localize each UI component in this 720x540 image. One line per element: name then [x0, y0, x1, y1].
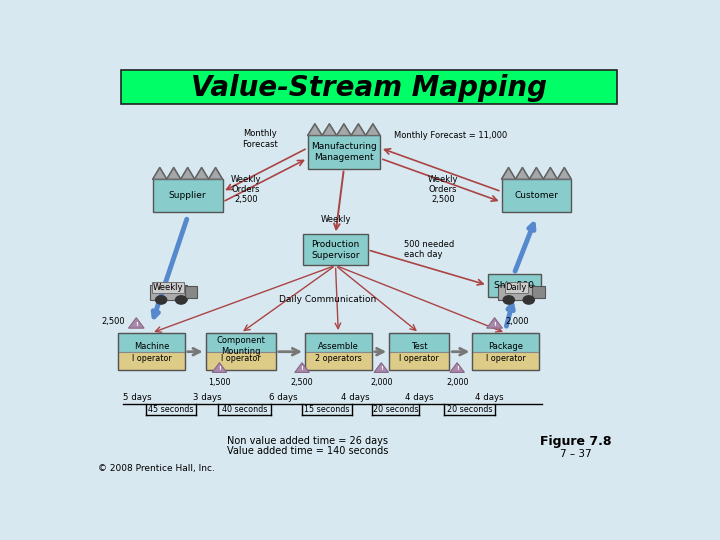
Text: 2,500: 2,500 — [291, 379, 313, 387]
Text: Weekly
Orders
2,500: Weekly Orders 2,500 — [428, 174, 459, 205]
FancyBboxPatch shape — [305, 353, 372, 370]
Text: Daily Communication: Daily Communication — [279, 295, 376, 304]
FancyBboxPatch shape — [118, 333, 185, 353]
Text: !: ! — [456, 366, 459, 371]
Text: Component
Mounting: Component Mounting — [216, 336, 265, 356]
Text: Monthly Forecast = 11,000: Monthly Forecast = 11,000 — [394, 131, 508, 140]
FancyBboxPatch shape — [498, 285, 534, 300]
Text: !: ! — [218, 366, 221, 371]
Text: Ship 500: Ship 500 — [494, 281, 534, 289]
Text: Weekly: Weekly — [153, 283, 184, 292]
Text: 20 seconds: 20 seconds — [373, 405, 418, 414]
Polygon shape — [502, 167, 516, 179]
FancyBboxPatch shape — [153, 179, 222, 212]
Polygon shape — [450, 363, 464, 373]
Text: Value-Stream Mapping: Value-Stream Mapping — [191, 73, 547, 102]
Text: I operator: I operator — [132, 354, 171, 363]
Polygon shape — [544, 167, 557, 179]
Text: Monthly
Forecast: Monthly Forecast — [243, 129, 278, 149]
Text: Supplier: Supplier — [168, 191, 207, 200]
Text: 4 days: 4 days — [341, 393, 370, 402]
Polygon shape — [557, 167, 571, 179]
FancyBboxPatch shape — [389, 353, 449, 370]
FancyBboxPatch shape — [303, 234, 368, 266]
Text: Weekly
Orders
2,500: Weekly Orders 2,500 — [231, 174, 261, 205]
Text: 1,500: 1,500 — [208, 379, 230, 387]
Text: 5 days: 5 days — [124, 393, 152, 402]
Text: I operator: I operator — [221, 354, 261, 363]
Text: I operator: I operator — [486, 354, 526, 363]
FancyBboxPatch shape — [389, 333, 449, 353]
Text: 2,500: 2,500 — [101, 317, 125, 326]
Text: Weekly: Weekly — [320, 215, 351, 224]
Text: 2 operators: 2 operators — [315, 354, 361, 363]
Text: Non value added time = 26 days: Non value added time = 26 days — [227, 436, 388, 446]
Text: !: ! — [493, 322, 496, 327]
FancyBboxPatch shape — [205, 353, 276, 370]
FancyBboxPatch shape — [205, 333, 276, 353]
Text: Production
Supervisor: Production Supervisor — [311, 240, 360, 260]
Text: Customer: Customer — [515, 191, 558, 200]
Text: Daily: Daily — [505, 283, 527, 292]
Text: Machine: Machine — [134, 342, 169, 350]
Text: !: ! — [135, 322, 138, 327]
Text: Assemble: Assemble — [318, 342, 359, 350]
FancyBboxPatch shape — [307, 136, 380, 168]
Text: Figure 7.8: Figure 7.8 — [540, 435, 611, 448]
FancyBboxPatch shape — [150, 285, 186, 300]
FancyBboxPatch shape — [121, 70, 617, 104]
Text: 3 days: 3 days — [193, 393, 222, 402]
Polygon shape — [516, 167, 529, 179]
Circle shape — [523, 296, 534, 304]
Text: !: ! — [301, 366, 303, 371]
Text: I operator: I operator — [400, 354, 439, 363]
Text: 2,000: 2,000 — [446, 379, 469, 387]
Text: 7 – 37: 7 – 37 — [559, 449, 591, 458]
Polygon shape — [153, 167, 167, 179]
Text: 6 days: 6 days — [269, 393, 297, 402]
Text: Package: Package — [488, 342, 523, 350]
Polygon shape — [351, 124, 366, 136]
Polygon shape — [374, 363, 389, 373]
Polygon shape — [487, 318, 503, 328]
Polygon shape — [322, 124, 337, 136]
Text: 20 seconds: 20 seconds — [446, 405, 492, 414]
FancyBboxPatch shape — [502, 179, 571, 212]
Polygon shape — [366, 124, 380, 136]
Polygon shape — [337, 124, 351, 136]
FancyBboxPatch shape — [185, 286, 197, 299]
Circle shape — [176, 296, 186, 304]
FancyBboxPatch shape — [305, 333, 372, 353]
Polygon shape — [529, 167, 544, 179]
Text: Value added time = 140 seconds: Value added time = 140 seconds — [227, 447, 388, 456]
FancyBboxPatch shape — [532, 286, 544, 299]
Text: !: ! — [380, 366, 383, 371]
Text: Test: Test — [411, 342, 428, 350]
Text: © 2008 Prentice Hall, Inc.: © 2008 Prentice Hall, Inc. — [99, 464, 215, 472]
Text: 500 needed
each day: 500 needed each day — [404, 240, 454, 259]
Circle shape — [503, 296, 514, 304]
Polygon shape — [167, 167, 181, 179]
Polygon shape — [212, 363, 227, 373]
Polygon shape — [194, 167, 209, 179]
Circle shape — [156, 296, 167, 304]
Text: 2,000: 2,000 — [370, 379, 392, 387]
Text: 2,000: 2,000 — [505, 317, 529, 326]
Text: Manufacturing
Management: Manufacturing Management — [311, 143, 377, 162]
FancyBboxPatch shape — [118, 353, 185, 370]
Text: 4 days: 4 days — [405, 393, 434, 402]
Text: 45 seconds: 45 seconds — [148, 405, 194, 414]
Polygon shape — [128, 318, 144, 328]
Polygon shape — [209, 167, 222, 179]
FancyBboxPatch shape — [487, 274, 541, 296]
Polygon shape — [181, 167, 194, 179]
Text: 4 days: 4 days — [475, 393, 504, 402]
Polygon shape — [307, 124, 322, 136]
Polygon shape — [294, 363, 310, 373]
FancyBboxPatch shape — [472, 333, 539, 353]
FancyBboxPatch shape — [472, 353, 539, 370]
Text: 40 seconds: 40 seconds — [222, 405, 268, 414]
Text: 15 seconds: 15 seconds — [305, 405, 350, 414]
